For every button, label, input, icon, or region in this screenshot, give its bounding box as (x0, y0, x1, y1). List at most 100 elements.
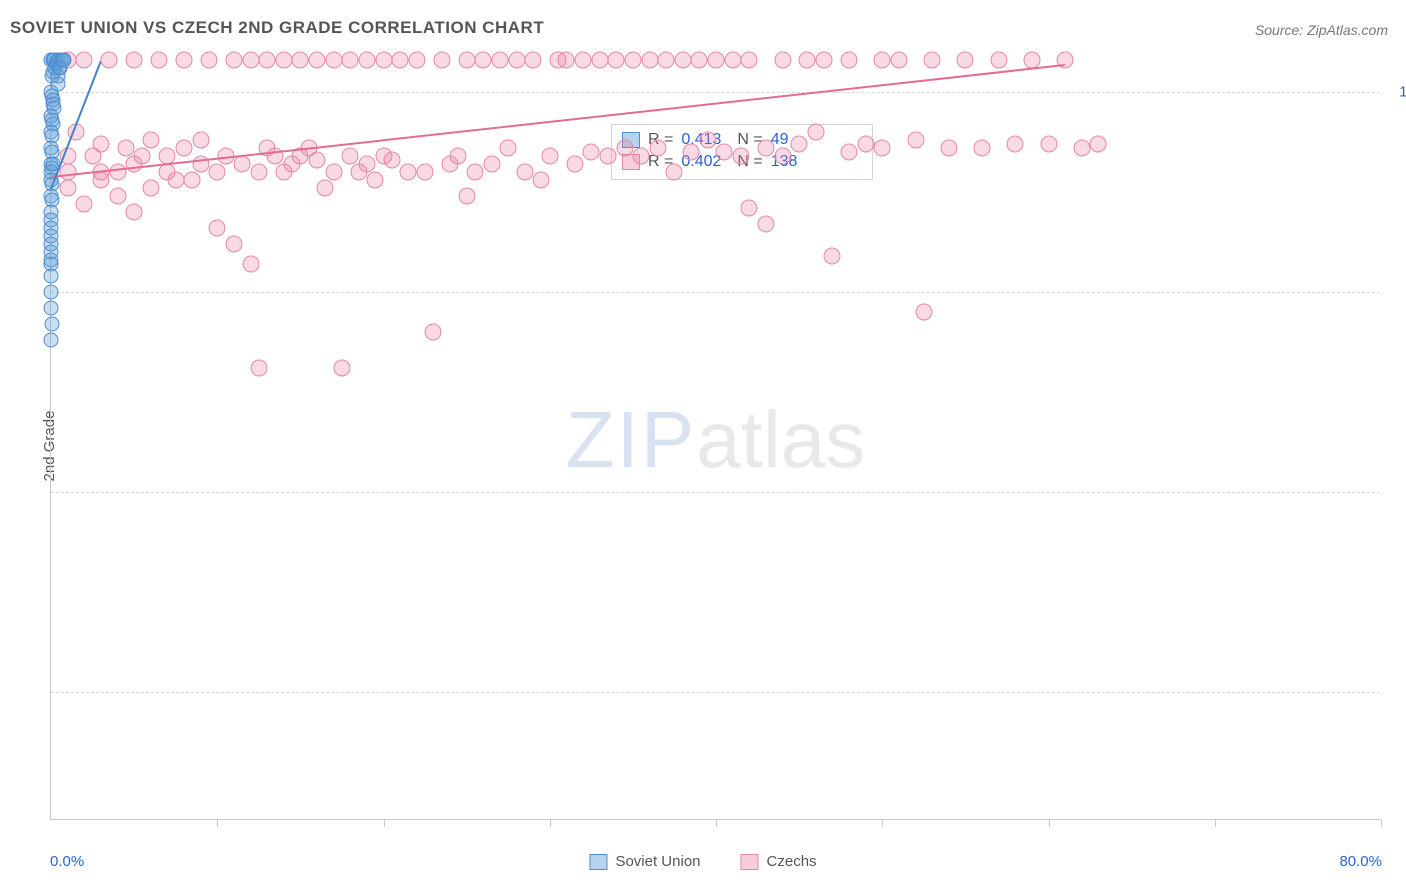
point-czech (641, 52, 658, 69)
point-czech (109, 188, 126, 205)
x-tick (217, 819, 218, 827)
point-czech (558, 52, 575, 69)
point-czech (167, 172, 184, 189)
point-czech (924, 52, 941, 69)
point-czech (433, 52, 450, 69)
x-axis-min-label: 0.0% (50, 853, 84, 870)
point-soviet (44, 285, 59, 300)
point-czech (1040, 136, 1057, 153)
point-czech (841, 52, 858, 69)
point-czech (309, 52, 326, 69)
point-czech (76, 52, 93, 69)
point-czech (500, 140, 517, 157)
legend-label-czech: Czechs (767, 853, 817, 870)
point-czech (741, 52, 758, 69)
point-soviet (44, 269, 59, 284)
x-tick (384, 819, 385, 827)
legend-swatch-czech-icon (741, 854, 759, 870)
point-czech (566, 156, 583, 173)
x-tick (1215, 819, 1216, 827)
point-czech (242, 256, 259, 273)
chart-container: SOVIET UNION VS CZECH 2ND GRADE CORRELAT… (0, 0, 1406, 892)
point-czech (616, 140, 633, 157)
point-czech (807, 124, 824, 141)
point-czech (242, 52, 259, 69)
point-czech (342, 52, 359, 69)
point-czech (92, 136, 109, 153)
point-czech (649, 140, 666, 157)
point-czech (209, 220, 226, 237)
source-label: Source: ZipAtlas.com (1255, 22, 1388, 38)
point-czech (425, 324, 442, 341)
point-czech (525, 52, 542, 69)
point-czech (417, 164, 434, 181)
point-czech (250, 360, 267, 377)
point-czech (142, 132, 159, 149)
point-czech (633, 148, 650, 165)
gridline (51, 692, 1380, 693)
point-czech (741, 200, 758, 217)
point-czech (466, 164, 483, 181)
point-czech (342, 148, 359, 165)
point-czech (142, 180, 159, 197)
point-czech (408, 52, 425, 69)
legend-swatch-soviet-icon (589, 854, 607, 870)
point-czech (583, 144, 600, 161)
point-czech (358, 156, 375, 173)
point-czech (101, 52, 118, 69)
point-soviet (44, 301, 59, 316)
point-czech (757, 140, 774, 157)
point-czech (200, 52, 217, 69)
point-czech (184, 172, 201, 189)
point-czech (176, 52, 193, 69)
y-tick-label: 97.5% (1390, 284, 1406, 301)
point-czech (234, 156, 251, 173)
point-czech (699, 132, 716, 149)
point-czech (957, 52, 974, 69)
gridline (51, 292, 1380, 293)
x-axis-max-label: 80.0% (1339, 853, 1382, 870)
point-czech (1090, 136, 1107, 153)
gridline (51, 92, 1380, 93)
point-czech (857, 136, 874, 153)
point-czech (541, 148, 558, 165)
x-tick (1381, 819, 1382, 827)
point-czech (259, 52, 276, 69)
y-tick-label: 100.0% (1390, 84, 1406, 101)
x-tick (882, 819, 883, 827)
point-czech (483, 156, 500, 173)
point-czech (516, 164, 533, 181)
x-tick (1049, 819, 1050, 827)
legend: Soviet Union Czechs (589, 853, 816, 870)
point-czech (134, 148, 151, 165)
point-czech (475, 52, 492, 69)
legend-item-czech: Czechs (741, 853, 817, 870)
point-czech (757, 216, 774, 233)
point-soviet (44, 237, 59, 252)
point-czech (691, 52, 708, 69)
point-soviet (44, 333, 59, 348)
point-czech (126, 52, 143, 69)
watermark-right: atlas (696, 395, 865, 484)
point-czech (1073, 140, 1090, 157)
point-czech (317, 180, 334, 197)
point-czech (367, 172, 384, 189)
point-czech (915, 304, 932, 321)
point-czech (225, 236, 242, 253)
point-czech (591, 52, 608, 69)
point-czech (59, 180, 76, 197)
point-soviet (44, 253, 59, 268)
point-czech (59, 164, 76, 181)
point-czech (400, 164, 417, 181)
point-czech (176, 140, 193, 157)
gridline (51, 492, 1380, 493)
point-czech (1007, 136, 1024, 153)
point-czech (732, 148, 749, 165)
point-soviet (53, 61, 68, 76)
point-czech (824, 248, 841, 265)
point-czech (907, 132, 924, 149)
point-czech (508, 52, 525, 69)
y-tick-label: 95.0% (1390, 484, 1406, 501)
trendline-czech (51, 64, 1065, 178)
point-czech (392, 52, 409, 69)
